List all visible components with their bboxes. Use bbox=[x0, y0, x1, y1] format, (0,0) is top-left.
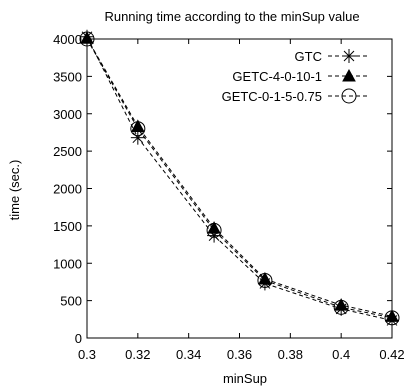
y-tick-label: 2500 bbox=[53, 144, 82, 159]
data-point bbox=[131, 131, 145, 145]
x-tick-label: 0.3 bbox=[78, 347, 96, 362]
y-tick-label: 0 bbox=[75, 331, 82, 346]
y-tick-label: 1000 bbox=[53, 256, 82, 271]
y-tick-label: 3000 bbox=[53, 107, 82, 122]
y-tick-label: 3500 bbox=[53, 69, 82, 84]
x-tick-label: 0.38 bbox=[278, 347, 303, 362]
legend-label: GETC-4-0-10-1 bbox=[232, 69, 322, 84]
x-tick-label: 0.36 bbox=[227, 347, 252, 362]
x-tick-label: 0.4 bbox=[332, 347, 350, 362]
y-tick-label: 4000 bbox=[53, 32, 82, 47]
chart-title: Running time according to the minSup val… bbox=[104, 9, 359, 24]
y-axis-label: time (sec.) bbox=[7, 160, 22, 221]
x-tick-label: 0.32 bbox=[125, 347, 150, 362]
legend-label: GETC-0-1-5-0.75 bbox=[222, 89, 322, 104]
legend: GTC GETC-4-0-10-1 GETC-0-1-5-0.75 bbox=[222, 49, 370, 104]
y-tick-label: 500 bbox=[60, 294, 82, 309]
legend-marker bbox=[342, 49, 356, 63]
x-tick-label: 0.34 bbox=[176, 347, 201, 362]
x-axis-label: minSup bbox=[223, 371, 267, 386]
legend-label: GTC bbox=[295, 49, 322, 64]
y-tick-label: 2000 bbox=[53, 182, 82, 197]
y-tick-label: 1500 bbox=[53, 219, 82, 234]
x-tick-label: 0.42 bbox=[379, 347, 404, 362]
